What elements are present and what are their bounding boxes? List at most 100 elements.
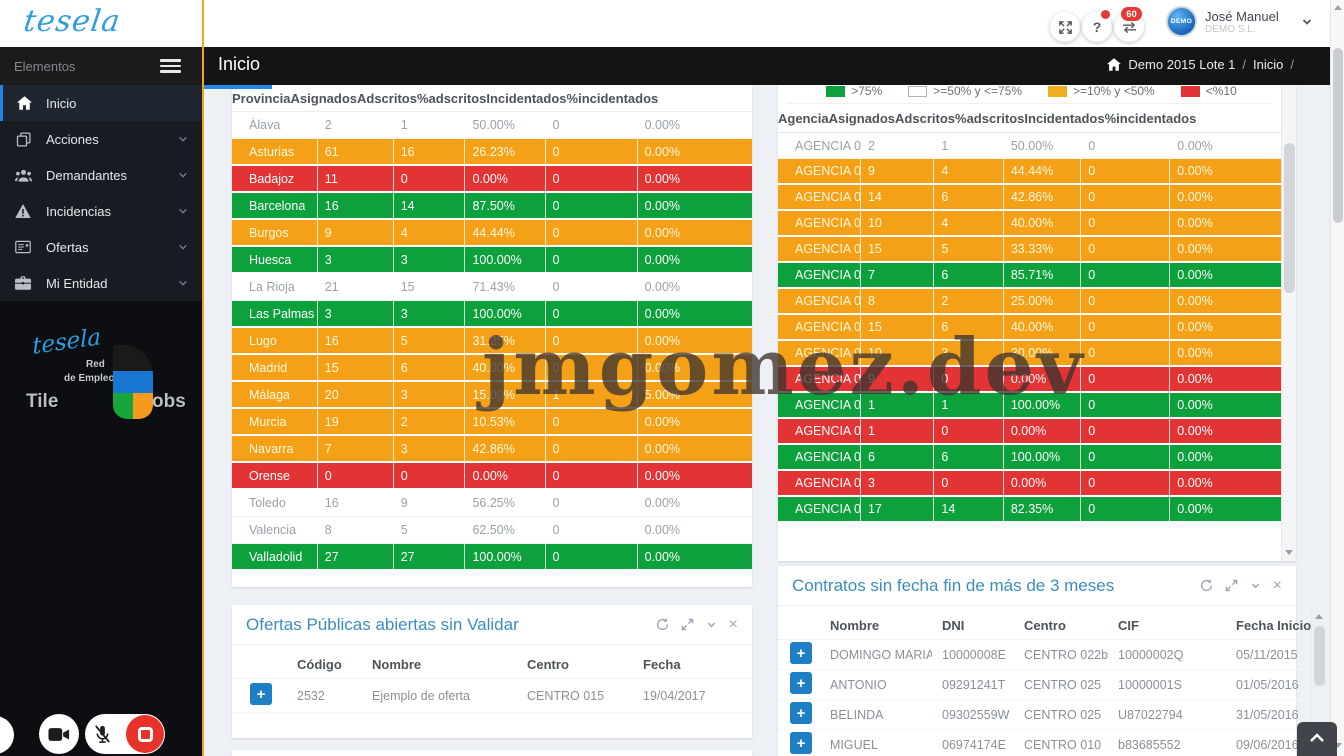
- contratos-scrollbar[interactable]: [1311, 606, 1326, 756]
- refresh-icon[interactable]: [656, 618, 669, 631]
- camera-button[interactable]: [39, 714, 79, 754]
- sidebar-item-ofertas[interactable]: Ofertas: [0, 229, 202, 265]
- panel-title: Contratos sin fecha fin de más de 3 mese…: [792, 575, 1115, 595]
- legend-label: >75%: [851, 85, 883, 98]
- topbar: tesela 60 DEMO José Manuel DEMO S.L.: [0, 0, 1344, 47]
- column-header: Adscritos: [895, 110, 956, 126]
- table-row: Toledo 16 9 56.25% 0 0.00%: [232, 490, 752, 517]
- column-header: %adscritos: [955, 110, 1025, 126]
- close-icon[interactable]: [729, 619, 738, 630]
- mic-muted-button[interactable]: [93, 724, 112, 745]
- record-pill: [85, 714, 165, 754]
- table-row: AGENCIA 012 1 1 100.00% 0 0.00%: [778, 393, 1281, 419]
- legend-swatch: [908, 85, 928, 97]
- sidebar-item-acciones[interactable]: Acciones: [0, 121, 202, 157]
- sidebar-item-inicio[interactable]: Inicio: [0, 85, 202, 121]
- close-icon[interactable]: [1273, 580, 1282, 591]
- scroll-to-top-button[interactable]: [1297, 722, 1337, 756]
- scroll-down-icon[interactable]: [1285, 550, 1293, 555]
- scroll-up-icon[interactable]: [1334, 5, 1342, 10]
- fullscreen-button[interactable]: [1050, 12, 1080, 42]
- sidebar-header: Elementos: [0, 47, 202, 85]
- table-row: AGENCIA 003 14 6 42.86% 0 0.00%: [778, 185, 1281, 211]
- hidden-control-button[interactable]: [0, 716, 14, 754]
- table-row: Huesca 3 3 100.00% 0 0.00%: [232, 247, 752, 274]
- table-row: Valladolid 27 27 100.00% 0 0.00%: [232, 544, 752, 571]
- scroll-up-icon[interactable]: [1315, 614, 1324, 619]
- collapse-icon[interactable]: [1250, 580, 1261, 591]
- notification-dot: [1101, 10, 1110, 19]
- newspaper-icon: [0, 240, 46, 254]
- column-header: Centro: [527, 657, 569, 672]
- logo-tile-icon: [113, 345, 153, 419]
- table-row: Murcia 19 2 10.53% 0 0.00%: [232, 409, 752, 436]
- breadcrumb-root[interactable]: Demo 2015 Lote 1: [1128, 57, 1236, 72]
- expand-row-button[interactable]: [790, 642, 812, 664]
- page-scrollbar[interactable]: [1330, 0, 1344, 756]
- column-header: Nombre: [830, 618, 880, 633]
- expand-row-button[interactable]: [790, 672, 812, 694]
- user-name: José Manuel: [1205, 8, 1279, 24]
- scrollbar-thumb[interactable]: [1284, 143, 1295, 293]
- table-row: AGENCIA 011 9 0 0.00% 0 0.00%: [778, 367, 1281, 393]
- legend-swatch: [1048, 85, 1067, 97]
- sidebar-item-label: Ofertas: [46, 239, 89, 255]
- legend-swatch: [826, 85, 846, 97]
- collapse-icon[interactable]: [706, 619, 717, 630]
- agencias-scrollbar[interactable]: [1281, 85, 1296, 561]
- table-row: AGENCIA 001 2 1 50.00% 0 0.00%: [778, 133, 1281, 159]
- sidebar-item-mi-entidad[interactable]: Mi Entidad: [0, 265, 202, 301]
- column-header: Incidentados: [1024, 110, 1105, 126]
- chevron-down-icon: [178, 170, 188, 180]
- divider: [788, 103, 1271, 104]
- legend-item: >=10% y <50%: [1048, 85, 1155, 98]
- sidebar-item-label: Inicio: [46, 95, 77, 111]
- panel-header: Ofertas Públicas abiertas sin Validar: [232, 605, 752, 645]
- table-row: Valencia 8 5 62.50% 0 0.00%: [232, 517, 752, 544]
- ofertas-panel: Ofertas Públicas abiertas sin Validar: [232, 605, 752, 738]
- header-bar: Elementos Inicio Demo 2015 Lote 1 / Inic…: [0, 47, 1344, 85]
- column-header: Nombre: [372, 657, 422, 672]
- hamburger-icon[interactable]: [160, 59, 181, 73]
- sidebar-header-label: Elementos: [14, 58, 76, 74]
- refresh-icon[interactable]: [1200, 579, 1213, 592]
- table-row: Badajoz 11 0 0.00% 0 0.00%: [232, 166, 752, 193]
- scrollbar-thumb[interactable]: [1314, 626, 1326, 686]
- sidebar-item-label: Acciones: [46, 131, 99, 147]
- expand-row-button[interactable]: [250, 683, 272, 705]
- sidebar-item-incidencias[interactable]: Incidencias: [0, 193, 202, 229]
- logo-line2: de Empleo: [64, 373, 115, 384]
- camera-icon: [48, 727, 70, 742]
- chevron-down-icon: [1301, 16, 1313, 28]
- expand-icon[interactable]: [1225, 579, 1238, 592]
- contratos-columns: Nombre DNI Centro CIF Fecha Inicio: [778, 612, 1312, 640]
- table-row: AGENCIA 013 1 0 0.00% 0 0.00%: [778, 419, 1281, 445]
- scrollbar-thumb[interactable]: [1333, 48, 1343, 223]
- legend-item: >=50% y <=75%: [908, 85, 1022, 98]
- table-row: ANTONIO 09291241T CENTRO 025 10000001S 0…: [778, 670, 1312, 700]
- legend-swatch: [1180, 85, 1200, 97]
- transfer-icon: [1121, 21, 1138, 34]
- breadcrumb-separator: /: [1242, 57, 1247, 72]
- fullscreen-icon: [1058, 20, 1073, 35]
- column-header: %adscritos: [416, 90, 487, 106]
- table-row: Navarra 7 3 42.86% 0 0.00%: [232, 436, 752, 463]
- expand-row-button[interactable]: [790, 702, 812, 724]
- user-org: DEMO S.L.: [1205, 23, 1256, 35]
- breadcrumb-current[interactable]: Inicio: [1253, 57, 1284, 72]
- ofertas-columns: Código Nombre Centro Fecha: [232, 651, 752, 679]
- table-row: Asturias 61 16 26.23% 0 0.00%: [232, 139, 752, 166]
- expand-row-button[interactable]: [790, 732, 812, 754]
- scroll-down-icon[interactable]: [1334, 743, 1342, 748]
- logo-tile-text-left: Tile: [26, 391, 59, 412]
- table-row: Las Palmas 3 3 100.00% 0 0.00%: [232, 301, 752, 328]
- table-row: 2532 Ejemplo de oferta CENTRO 015 19/04/…: [232, 679, 752, 713]
- sidebar-item-label: Mi Entidad: [46, 275, 108, 291]
- user-menu[interactable]: DEMO José Manuel DEMO S.L.: [1166, 6, 1313, 37]
- column-header: %incidentados: [566, 90, 659, 106]
- expand-icon[interactable]: [681, 618, 694, 631]
- stop-recording-button[interactable]: [126, 715, 164, 753]
- sidebar-item-demandantes[interactable]: Demandantes: [0, 157, 202, 193]
- tesela-logo: tesela Red de Empleo Tile obs: [18, 323, 186, 427]
